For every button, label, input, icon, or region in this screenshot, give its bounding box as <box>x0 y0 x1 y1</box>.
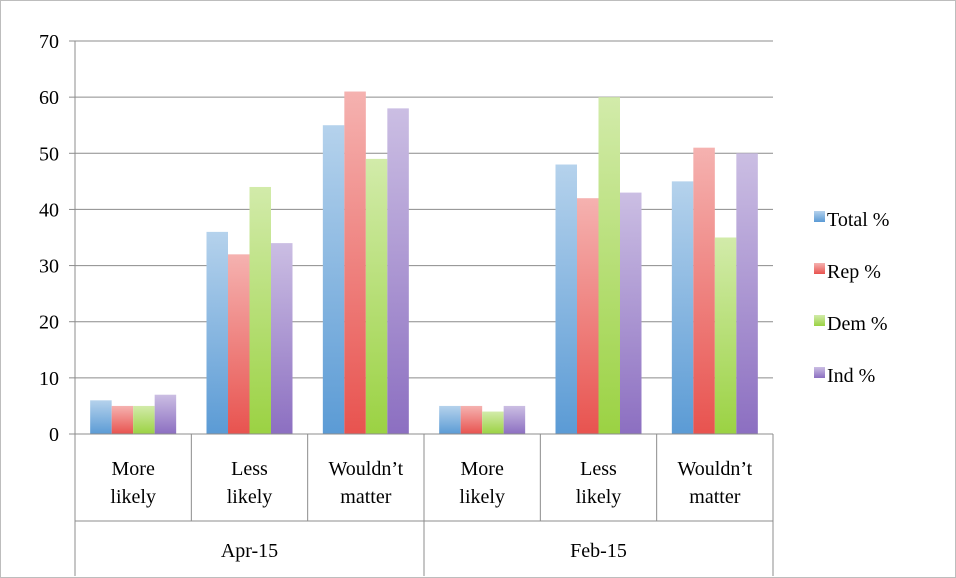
legend-label: Dem % <box>827 313 888 335</box>
bar-ind <box>154 394 177 434</box>
bar-rep <box>228 254 250 434</box>
y-tick-label: 50 <box>39 143 59 165</box>
y-tick-label: 20 <box>39 312 59 334</box>
legend-label: Ind % <box>827 365 875 387</box>
bar-dem <box>598 97 620 435</box>
axes <box>69 40 774 576</box>
bar-dem <box>365 158 388 434</box>
bar-total <box>555 164 577 434</box>
legend-swatch <box>814 315 825 326</box>
x-category-label: matter <box>689 486 740 508</box>
y-tick-label: 30 <box>39 256 59 278</box>
y-tick-label: 60 <box>39 87 59 109</box>
bar-total <box>439 405 461 434</box>
x-category-label: likely <box>576 486 622 508</box>
bar-dem <box>714 237 737 434</box>
bar-ind <box>271 243 293 434</box>
bar-total <box>90 400 112 434</box>
x-category-label: More <box>461 458 504 480</box>
y-tick-labels: 0 10 20 30 40 50 60 70 <box>39 31 59 446</box>
bar-ind <box>620 192 642 434</box>
legend-label: Rep % <box>827 261 881 283</box>
legend: Total % Rep % Dem % Ind % <box>814 209 889 387</box>
x-category-label: Less <box>231 458 268 480</box>
bar-rep <box>460 405 483 434</box>
bars <box>90 91 758 435</box>
legend-label: Total % <box>827 209 889 231</box>
legend-swatch <box>814 211 825 222</box>
x-category-label: likely <box>110 486 156 508</box>
x-category-label: More <box>112 458 155 480</box>
bar-rep <box>344 91 366 435</box>
x-category-label: matter <box>340 486 391 508</box>
y-tick-label: 70 <box>39 31 59 53</box>
x-category-label: likely <box>227 486 273 508</box>
bar-total <box>206 231 228 434</box>
bar-total <box>671 181 694 434</box>
gridlines <box>75 40 773 435</box>
x-category-label: Wouldn’t <box>677 458 752 480</box>
x-category-label: Less <box>580 458 617 480</box>
x-category-label: likely <box>459 486 505 508</box>
bar-ind <box>503 405 526 434</box>
x-tick-labels: More likely Less likely Wouldn’t matter More li… <box>110 458 752 562</box>
bar-ind <box>736 153 758 435</box>
bar-dem <box>249 186 271 434</box>
x-group-label: Apr-15 <box>221 540 278 562</box>
legend-swatch <box>814 263 825 274</box>
x-category-label: Wouldn’t <box>328 458 403 480</box>
bar-rep <box>111 405 134 434</box>
bar-rep <box>577 198 599 434</box>
y-tick-label: 10 <box>39 368 59 390</box>
bar-dem <box>133 405 155 434</box>
y-tick-label: 0 <box>49 424 59 446</box>
x-group-label: Feb-15 <box>570 540 627 562</box>
bar-total <box>322 125 345 434</box>
bar-ind <box>387 108 409 434</box>
bar-dem <box>482 411 504 434</box>
y-tick-label: 40 <box>39 199 59 221</box>
legend-swatch <box>814 367 825 378</box>
bar-rep <box>693 147 715 434</box>
